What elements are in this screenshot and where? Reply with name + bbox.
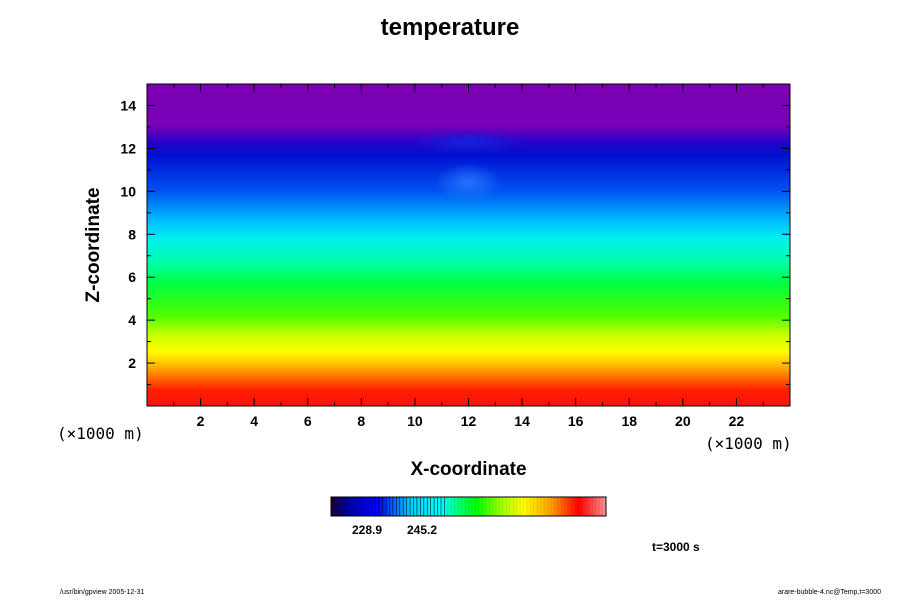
x-tick-label: 12 [461, 413, 477, 429]
x-tick-label: 22 [729, 413, 745, 429]
colorbar-tick-label: 228.9 [351, 523, 383, 537]
cold-dip [408, 129, 529, 154]
y-tick-label: 14 [120, 97, 136, 113]
y-tick-label: 8 [128, 226, 136, 242]
x-unit-label-right: (×1000 m) [705, 434, 792, 453]
x-axis-label: X-coordinate [410, 459, 527, 480]
y-tick-label: 10 [120, 183, 136, 199]
x-tick-label: 16 [568, 413, 584, 429]
time-annotation: t=3000 s [652, 540, 700, 554]
x-tick-label: 14 [514, 413, 530, 429]
x-tick-label: 20 [675, 413, 691, 429]
x-tick-label: 10 [407, 413, 423, 429]
footer-command: /usr/bin/gpview 2005-12-31 [60, 589, 145, 596]
chart-title: temperature [380, 14, 520, 41]
warm-bubble [434, 162, 503, 203]
y-tick-label: 6 [128, 269, 136, 285]
y-tick-label: 4 [128, 312, 136, 328]
y-tick-label: 12 [120, 140, 136, 156]
colorbar-tick-label: 245.2 [406, 523, 438, 537]
y-tick-label: 2 [128, 355, 136, 371]
x-tick-label: 18 [621, 413, 637, 429]
y-axis-label: Z-coordinate [83, 187, 104, 303]
x-tick-label: 6 [304, 413, 312, 429]
x-tick-label: 2 [197, 413, 205, 429]
footer-source: arare-bubble-4.nc@Temp,t=3000 [777, 589, 881, 596]
x-tick-label: 8 [357, 413, 365, 429]
x-tick-label: 4 [250, 413, 258, 429]
x-unit-label-left: (×1000 m) [57, 424, 144, 443]
